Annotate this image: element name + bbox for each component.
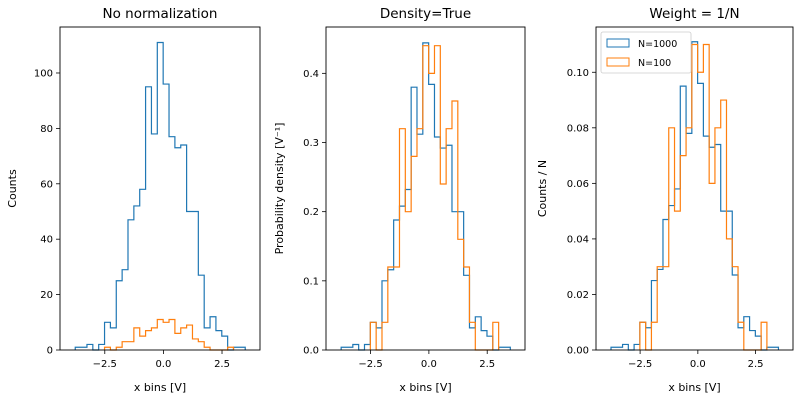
y-tick-label: 0.2 [303, 207, 319, 218]
histogram-series-n100 [369, 45, 500, 351]
y-tick-label: 0.0 [303, 346, 319, 357]
x-tick-label: −2.5 [628, 359, 652, 370]
y-axis-label: Counts / N [536, 160, 549, 217]
y-tick-label: 0.02 [567, 290, 589, 301]
y-tick-label: 0.4 [303, 69, 319, 80]
legend-label: N=1000 [638, 39, 677, 50]
histogram-series-n100 [103, 318, 235, 351]
legend: N=1000 N=100 [600, 31, 692, 74]
axes-frame [595, 26, 794, 351]
legend-swatch-n100 [606, 57, 630, 67]
y-tick-label: 0.00 [567, 346, 589, 357]
y-axis-label: Counts [6, 169, 19, 208]
x-tick-label: 0.0 [155, 359, 171, 370]
x-axis-label: x bins [V] [668, 381, 720, 394]
chart-title: Density=True [380, 6, 471, 22]
axes-frame [325, 26, 526, 351]
x-tick-label: −2.5 [358, 359, 382, 370]
y-tick-label: 60 [40, 179, 53, 190]
panel-3: −2.5 0.0 2.5 0.00 0.02 0.04 0.06 0.08 0.10 Weight… [536, 6, 794, 394]
panel-2: −2.5 0.0 2.5 0.0 0.1 0.2 0.3 0.4 Density=True x b… [273, 6, 526, 394]
histogram-series-n1000 [340, 42, 511, 351]
x-axis-label: x bins [V] [134, 381, 186, 394]
y-tick-label: 0 [47, 346, 53, 357]
histogram-series-n1000 [610, 41, 780, 351]
y-tick-label: 80 [40, 124, 53, 135]
y-axis-label: Probability density [V⁻¹] [273, 123, 286, 255]
y-tick-label: 0.1 [303, 276, 319, 287]
y-tick-label: 0.04 [567, 234, 589, 245]
x-tick-label: 0.0 [690, 359, 706, 370]
y-tick-label: 100 [34, 68, 53, 79]
chart-title: No normalization [103, 6, 218, 22]
histogram-series-n100 [639, 43, 768, 351]
axes-frame [59, 26, 261, 351]
panel-1: −2.5 0.0 2.5 0 20 40 60 80 100 No normalization x … [6, 6, 261, 394]
x-tick-label: 2.5 [748, 359, 764, 370]
y-tick-label: 0.06 [567, 179, 589, 190]
x-tick-label: 0.0 [421, 359, 437, 370]
chart-title: Weight = 1/N [649, 6, 739, 22]
x-tick-label: 2.5 [214, 359, 230, 370]
y-tick-label: 0.10 [567, 68, 589, 79]
y-tick-label: 0.08 [567, 123, 589, 134]
legend-box [600, 31, 692, 74]
legend-label: N=100 [638, 58, 671, 69]
y-tick-label: 0.3 [303, 138, 319, 149]
x-axis-label: x bins [V] [399, 381, 451, 394]
legend-swatch-n1000 [606, 38, 630, 48]
x-tick-label: −2.5 [93, 359, 117, 370]
y-tick-label: 40 [40, 235, 53, 246]
x-tick-label: 2.5 [479, 359, 495, 370]
histogram-series-n1000 [74, 41, 246, 351]
y-tick-label: 20 [40, 290, 53, 301]
